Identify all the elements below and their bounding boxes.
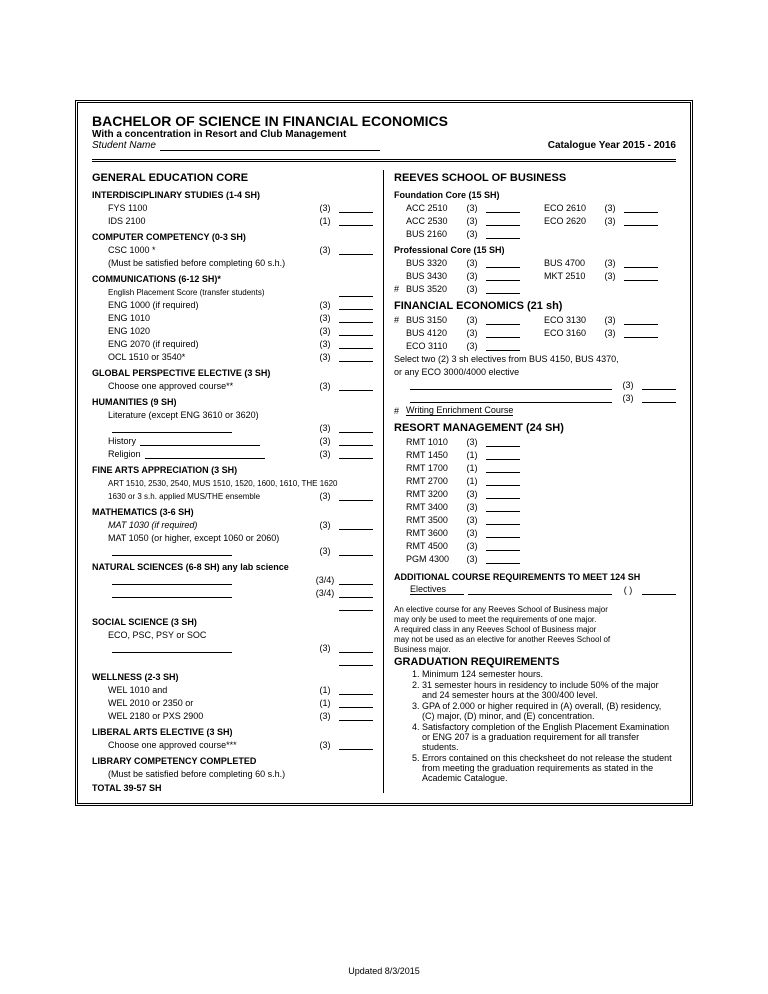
course-row: Choose one approved course***(3) bbox=[92, 738, 373, 750]
course-row: RMT 3200(3) bbox=[394, 487, 676, 499]
course-row: ENG 1000 (if required)(3) bbox=[92, 298, 373, 310]
header: BACHELOR OF SCIENCE IN FINANCIAL ECONOMI… bbox=[92, 113, 676, 151]
course-row: Choose one approved course**(3) bbox=[92, 379, 373, 391]
group-header: COMMUNICATIONS (6-12 SH)* bbox=[92, 274, 373, 284]
course-row: ART 1510, 2530, 2540, MUS 1510, 1520, 16… bbox=[92, 476, 373, 488]
course-pair: ACC 2530(3)ECO 2620(3) bbox=[394, 214, 676, 226]
policy-note: An elective course for any Reeves School… bbox=[394, 605, 676, 614]
course-pair: BUS 2160(3) bbox=[394, 227, 676, 239]
grad-req-item: GPA of 2.000 or higher required in (A) o… bbox=[422, 701, 676, 721]
course-row: WEL 2180 or PXS 2900(3) bbox=[92, 709, 373, 721]
policy-note: may not be used as an elective for anoth… bbox=[394, 635, 676, 644]
divider bbox=[92, 159, 676, 162]
elective-row: (3) bbox=[394, 391, 676, 403]
group-header: INTERDISCIPLINARY STUDIES (1-4 SH) bbox=[92, 190, 373, 200]
course-row: ENG 1020(3) bbox=[92, 324, 373, 336]
grad-req-item: Satisfactory completion of the English P… bbox=[422, 722, 676, 752]
course-row: RMT 2700(1) bbox=[394, 474, 676, 486]
course-row: (Must be satisfied before completing 60 … bbox=[92, 256, 373, 268]
course-row bbox=[92, 654, 373, 666]
group-header: Foundation Core (15 SH) bbox=[394, 190, 676, 200]
reeves-title: REEVES SCHOOL OF BUSINESS bbox=[394, 172, 676, 184]
course-row: ENG 1010(3) bbox=[92, 311, 373, 323]
course-row: CSC 1000 *(3) bbox=[92, 243, 373, 255]
course-row: RMT 3500(3) bbox=[394, 513, 676, 525]
course-row: (3) bbox=[92, 544, 373, 556]
course-pair: BUS 3430(3)MKT 2510(3) bbox=[394, 269, 676, 281]
group-header: FINANCIAL ECONOMICS (21 sh) bbox=[394, 300, 676, 312]
course-row: MAT 1050 (or higher, except 1060 or 2060… bbox=[92, 531, 373, 543]
grad-req-item: Errors contained on this checksheet do n… bbox=[422, 753, 676, 783]
course-row: RMT 4500(3) bbox=[394, 539, 676, 551]
group-header: SOCIAL SCIENCE (3 SH) bbox=[92, 617, 373, 627]
course-row: PGM 4300(3) bbox=[394, 552, 676, 564]
course-pair: ECO 3110(3) bbox=[394, 339, 676, 351]
course-row: History(3) bbox=[92, 434, 373, 446]
grad-req-list: Minimum 124 semester hours.31 semester h… bbox=[394, 669, 676, 783]
group-header: HUMANITIES (9 SH) bbox=[92, 397, 373, 407]
footer-date: Updated 8/3/2015 bbox=[0, 966, 768, 976]
course-row: (3) bbox=[92, 421, 373, 433]
course-pair: ACC 2510(3)ECO 2610(3) bbox=[394, 201, 676, 213]
group-header: WELLNESS (2-3 SH) bbox=[92, 672, 373, 682]
course-row: (3/4) bbox=[92, 586, 373, 598]
course-row: (Must be satisfied before completing 60 … bbox=[92, 767, 373, 779]
course-row: WEL 1010 and(1) bbox=[92, 683, 373, 695]
electives-row: Electives( ) bbox=[394, 583, 676, 595]
course-row: ENG 2070 (if required)(3) bbox=[92, 337, 373, 349]
course-row: OCL 1510 or 3540*(3) bbox=[92, 350, 373, 362]
grad-req-item: 31 semester hours in residency to includ… bbox=[422, 680, 676, 700]
gen-ed-title: GENERAL EDUCATION CORE bbox=[92, 172, 373, 184]
course-row: WEL 2010 or 2350 or(1) bbox=[92, 696, 373, 708]
policy-note: may only be used to meet the requirement… bbox=[394, 615, 676, 624]
course-pair: BUS 4120(3)ECO 3160(3) bbox=[394, 326, 676, 338]
elective-note: or any ECO 3000/4000 elective bbox=[394, 365, 676, 377]
course-row: (3/4) bbox=[92, 573, 373, 585]
grad-req-item: Minimum 124 semester hours. bbox=[422, 669, 676, 679]
resort-header: RESORT MANAGEMENT (24 SH) bbox=[394, 422, 676, 434]
group-header: NATURAL SCIENCES (6-8 SH) any lab scienc… bbox=[92, 562, 373, 572]
group-header: MATHEMATICS (3-6 SH) bbox=[92, 507, 373, 517]
course-row: RMT 1450(1) bbox=[394, 448, 676, 460]
group-header: COMPUTER COMPETENCY (0-3 SH) bbox=[92, 232, 373, 242]
student-name-line bbox=[160, 140, 380, 151]
concentration: With a concentration in Resort and Club … bbox=[92, 129, 676, 140]
right-column: REEVES SCHOOL OF BUSINESS Foundation Cor… bbox=[384, 170, 676, 793]
group-header: LIBERAL ARTS ELECTIVE (3 SH) bbox=[92, 727, 373, 737]
student-name-label: Student Name bbox=[92, 140, 156, 151]
policy-note: Business major. bbox=[394, 645, 676, 654]
course-row: English Placement Score (transfer studen… bbox=[92, 285, 373, 297]
course-row: Religion(3) bbox=[92, 447, 373, 459]
addl-header: ADDITIONAL COURSE REQUIREMENTS TO MEET 1… bbox=[394, 572, 676, 582]
degree-title: BACHELOR OF SCIENCE IN FINANCIAL ECONOMI… bbox=[92, 113, 676, 129]
course-row bbox=[92, 599, 373, 611]
course-row: ECO, PSC, PSY or SOC bbox=[92, 628, 373, 640]
group-header: Professional Core (15 SH) bbox=[394, 245, 676, 255]
course-pair: #BUS 3150(3)ECO 3130(3) bbox=[394, 313, 676, 325]
grad-req-header: GRADUATION REQUIREMENTS bbox=[394, 656, 676, 668]
elective-note: Select two (2) 3 sh electives from BUS 4… bbox=[394, 352, 676, 364]
course-row: RMT 3600(3) bbox=[394, 526, 676, 538]
course-row: FYS 1100(3) bbox=[92, 201, 373, 213]
course-row: 1630 or 3 s.h. applied MUS/THE ensemble(… bbox=[92, 489, 373, 501]
course-pair: #BUS 3520(3) bbox=[394, 282, 676, 294]
course-row: RMT 3400(3) bbox=[394, 500, 676, 512]
catalogue-year: Catalogue Year 2015 - 2016 bbox=[548, 140, 676, 151]
course-row: RMT 1700(1) bbox=[394, 461, 676, 473]
group-header: LIBRARY COMPETENCY COMPLETED bbox=[92, 756, 373, 766]
wec-row: #Writing Enrichment Course bbox=[394, 404, 676, 416]
total-sh: TOTAL 39-57 SH bbox=[92, 783, 373, 793]
elective-row: (3) bbox=[394, 378, 676, 390]
group-header: FINE ARTS APPRECIATION (3 SH) bbox=[92, 465, 373, 475]
course-row: Literature (except ENG 3610 or 3620) bbox=[92, 408, 373, 420]
course-row: (3) bbox=[92, 641, 373, 653]
course-row: IDS 2100(1) bbox=[92, 214, 373, 226]
group-header: GLOBAL PERSPECTIVE ELECTIVE (3 SH) bbox=[92, 368, 373, 378]
left-column: GENERAL EDUCATION CORE INTERDISCIPLINARY… bbox=[92, 170, 384, 793]
course-row: RMT 1010(3) bbox=[394, 435, 676, 447]
policy-note: A required class in any Reeves School of… bbox=[394, 625, 676, 634]
course-pair: BUS 3320(3)BUS 4700(3) bbox=[394, 256, 676, 268]
degree-sheet: BACHELOR OF SCIENCE IN FINANCIAL ECONOMI… bbox=[75, 100, 693, 806]
course-row: MAT 1030 (if required)(3) bbox=[92, 518, 373, 530]
